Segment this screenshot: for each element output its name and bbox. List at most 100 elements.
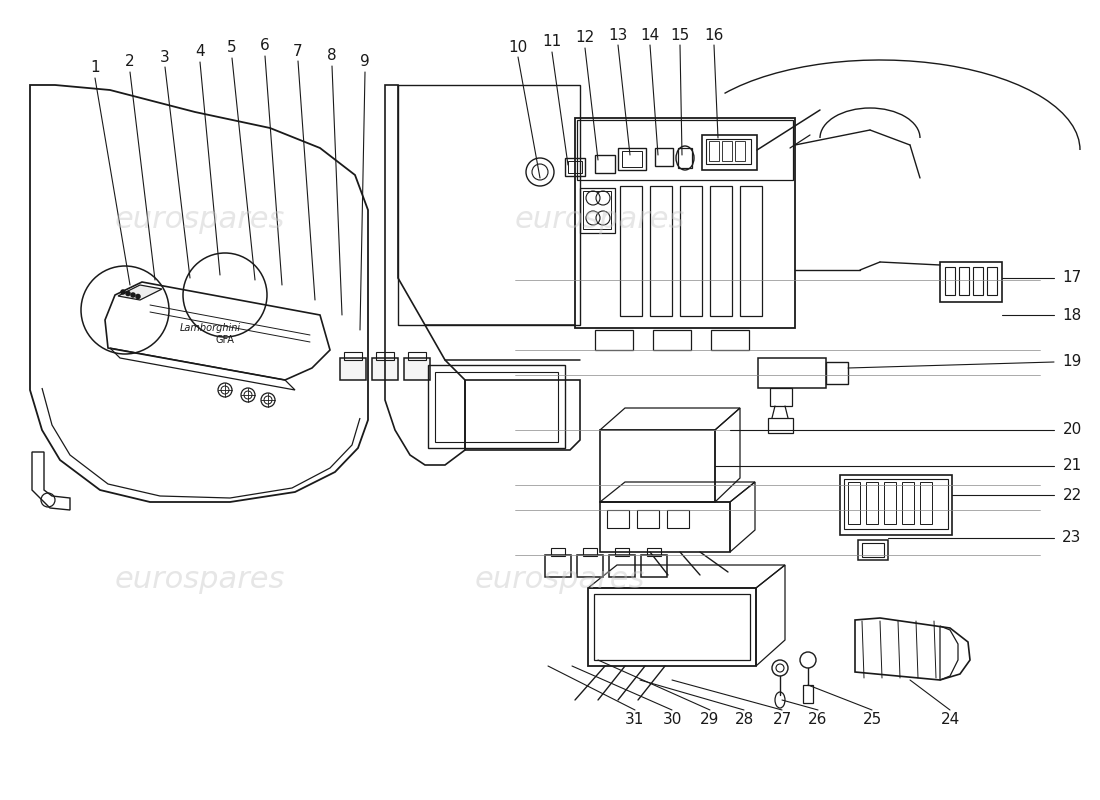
Bar <box>711 330 749 350</box>
Text: 25: 25 <box>862 713 881 727</box>
Text: 16: 16 <box>704 27 724 42</box>
Text: 14: 14 <box>640 27 660 42</box>
Bar <box>678 148 692 168</box>
Text: 24: 24 <box>940 713 959 727</box>
Text: 28: 28 <box>735 713 754 727</box>
Text: 18: 18 <box>1063 307 1081 322</box>
Bar <box>710 186 732 316</box>
Bar <box>848 482 860 524</box>
Bar <box>600 502 730 552</box>
Bar <box>637 510 659 528</box>
Bar <box>987 267 997 295</box>
Bar <box>595 330 632 350</box>
Bar <box>583 548 597 556</box>
Bar <box>722 141 732 161</box>
Text: 29: 29 <box>701 713 719 727</box>
Text: 21: 21 <box>1063 458 1081 474</box>
Bar <box>615 548 629 556</box>
Text: eurospares: eurospares <box>114 206 285 234</box>
Text: eurospares: eurospares <box>475 566 646 594</box>
Bar <box>600 430 715 502</box>
Bar <box>588 588 756 666</box>
Bar <box>858 540 888 560</box>
Bar <box>607 510 629 528</box>
Bar <box>551 548 565 556</box>
Text: 7: 7 <box>294 43 302 58</box>
Bar <box>884 482 896 524</box>
Bar <box>594 594 750 660</box>
Bar <box>803 685 813 703</box>
Bar <box>372 358 398 380</box>
Bar <box>398 85 580 325</box>
Bar <box>578 555 603 577</box>
Bar <box>826 362 848 384</box>
Text: eurospares: eurospares <box>515 206 685 234</box>
Bar <box>404 358 430 380</box>
Bar <box>740 186 762 316</box>
Bar <box>902 482 914 524</box>
Bar <box>650 186 672 316</box>
Bar <box>866 482 878 524</box>
Bar <box>641 555 667 577</box>
Bar <box>654 148 673 166</box>
Bar <box>940 262 1002 302</box>
Text: 8: 8 <box>327 49 337 63</box>
Bar <box>544 555 571 577</box>
Text: 20: 20 <box>1063 422 1081 438</box>
Bar <box>376 352 394 360</box>
Bar <box>565 158 585 176</box>
Bar <box>758 358 826 388</box>
Bar <box>609 555 635 577</box>
Bar <box>595 155 615 173</box>
Bar <box>959 267 969 295</box>
Bar <box>735 141 745 161</box>
Ellipse shape <box>136 294 140 298</box>
Text: 26: 26 <box>808 713 827 727</box>
Bar <box>862 543 884 557</box>
Text: 17: 17 <box>1063 270 1081 286</box>
Text: 30: 30 <box>662 713 682 727</box>
Text: GFA: GFA <box>216 335 234 345</box>
Ellipse shape <box>131 293 135 297</box>
Text: 2: 2 <box>125 54 135 70</box>
Bar <box>920 482 932 524</box>
Text: 1: 1 <box>90 61 100 75</box>
Bar <box>583 191 610 229</box>
Bar <box>408 352 426 360</box>
Bar <box>770 388 792 406</box>
Bar <box>568 161 582 173</box>
Bar <box>620 186 642 316</box>
Bar <box>974 267 983 295</box>
Bar <box>618 148 646 170</box>
Bar <box>945 267 955 295</box>
Text: 27: 27 <box>772 713 792 727</box>
Bar <box>344 352 362 360</box>
Text: 5: 5 <box>228 41 236 55</box>
Text: 13: 13 <box>608 27 628 42</box>
Text: 6: 6 <box>260 38 270 54</box>
Bar <box>706 139 751 164</box>
Bar <box>710 141 719 161</box>
Ellipse shape <box>126 291 130 295</box>
Bar <box>667 510 689 528</box>
Text: eurospares: eurospares <box>114 566 285 594</box>
Bar <box>844 479 948 529</box>
Bar <box>575 118 795 328</box>
Bar <box>653 330 691 350</box>
Text: 19: 19 <box>1063 354 1081 370</box>
Bar <box>580 188 615 233</box>
Bar <box>340 358 366 380</box>
Text: 23: 23 <box>1063 530 1081 546</box>
Bar <box>647 548 661 556</box>
Bar <box>680 186 702 316</box>
Text: 15: 15 <box>670 27 690 42</box>
Text: 12: 12 <box>575 30 595 46</box>
Text: 22: 22 <box>1063 487 1081 502</box>
Polygon shape <box>118 285 162 300</box>
Bar <box>578 120 793 180</box>
Ellipse shape <box>121 290 125 294</box>
Text: 10: 10 <box>508 39 528 54</box>
Text: Lamborghini: Lamborghini <box>179 323 241 333</box>
Bar <box>768 418 793 433</box>
Text: 3: 3 <box>161 50 169 65</box>
